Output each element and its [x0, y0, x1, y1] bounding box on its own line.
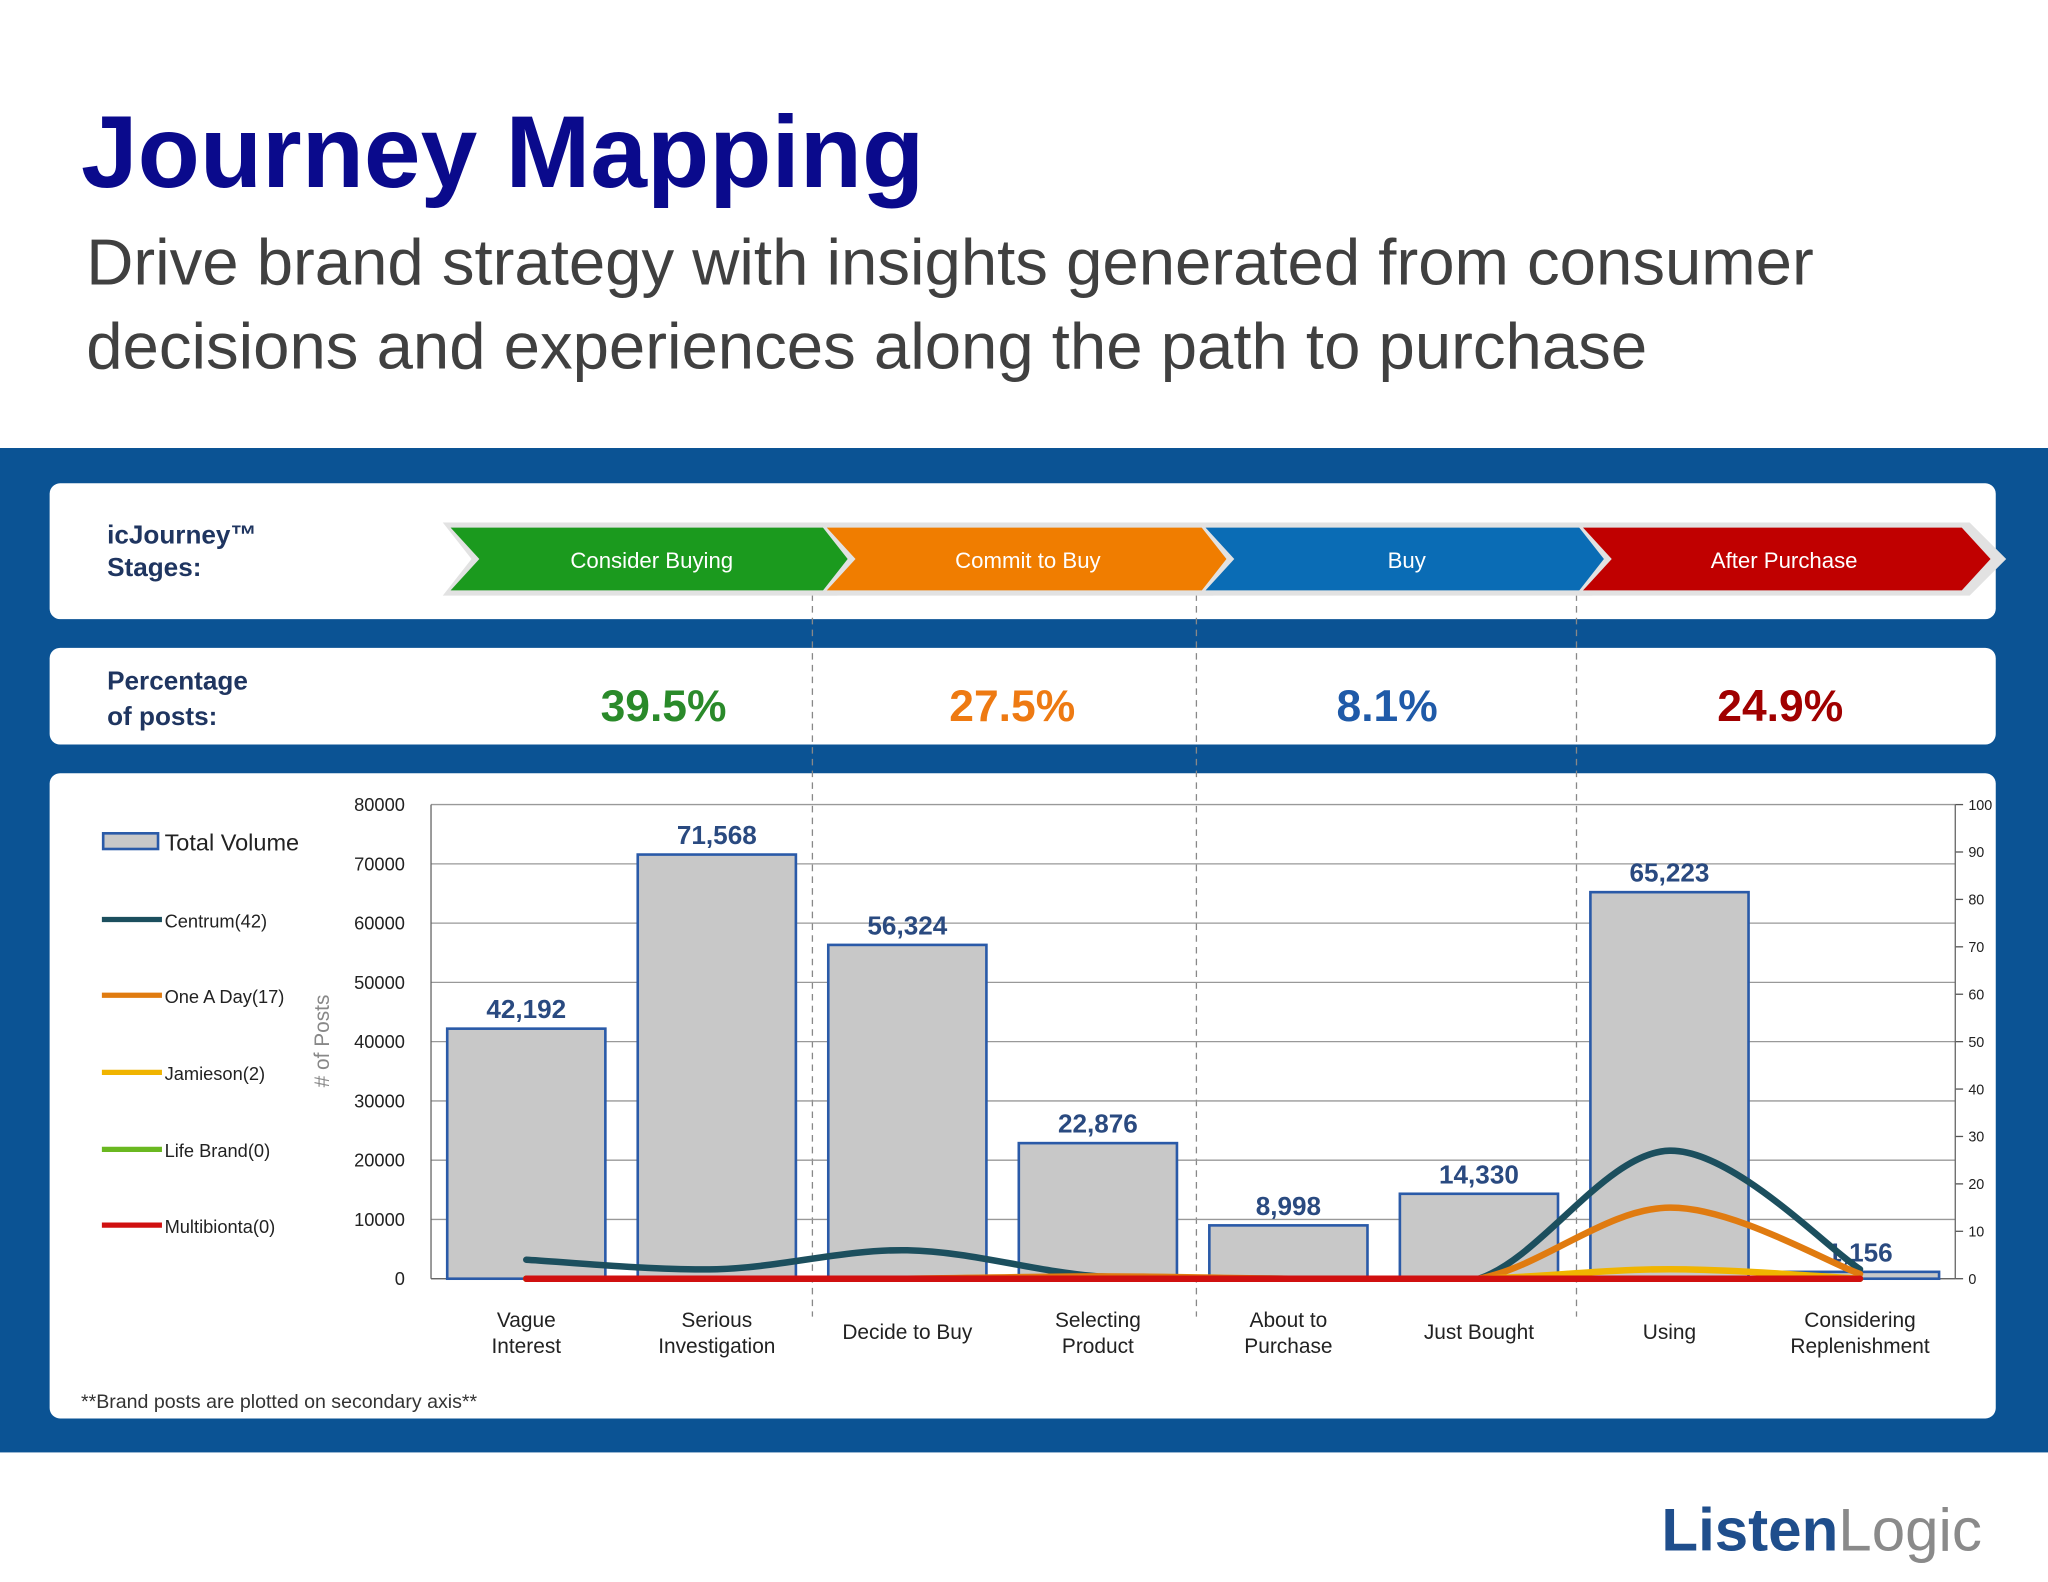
title: Journey Mapping [81, 95, 924, 209]
percent-panel [49, 647, 1996, 745]
x-tick-label: Selecting [1055, 1309, 1141, 1332]
x-tick-label: Purchase [1244, 1335, 1332, 1358]
y2-tick-label: 20 [1968, 1177, 1984, 1193]
logo: ListenLogic [1661, 1496, 1982, 1563]
bar-value-label: 8,998 [1256, 1191, 1321, 1221]
y-tick-label: 60000 [354, 913, 405, 934]
y-tick-label: 10000 [354, 1209, 405, 1230]
legend-label: Total Volume [165, 829, 300, 855]
bar [636, 853, 798, 1281]
y2-tick-label: 0 [1968, 1272, 1976, 1288]
bar-value-label: 42,192 [486, 994, 566, 1024]
legend-label: Centrum(42) [165, 910, 268, 931]
y-tick-label: 40000 [354, 1031, 405, 1052]
stage-label: After Purchase [1711, 548, 1858, 573]
legend-label: Life Brand(0) [165, 1140, 271, 1161]
y-tick-label: 80000 [354, 794, 405, 815]
y2-tick-label: 50 [1968, 1035, 1984, 1051]
x-tick-label: Investigation [658, 1335, 775, 1358]
x-tick-label: Interest [491, 1335, 561, 1358]
bar [1017, 1141, 1179, 1281]
y2-tick-label: 60 [1968, 987, 1984, 1003]
stage-label: Consider Buying [570, 548, 733, 573]
y-tick-label: 70000 [354, 853, 405, 874]
y2-tick-label: 80 [1968, 893, 1984, 909]
y-tick-label: 50000 [354, 972, 405, 993]
x-tick-label: About to [1250, 1309, 1328, 1332]
stage-percentage: 8.1% [1337, 682, 1438, 731]
y-tick-label: 20000 [354, 1150, 405, 1171]
bar [1398, 1192, 1560, 1281]
stages-heading: Stages: [107, 552, 201, 582]
footnote: **Brand posts are plotted on secondary a… [81, 1391, 478, 1413]
percent-heading: of posts: [107, 701, 217, 731]
y2-tick-label: 70 [1968, 940, 1984, 956]
x-tick-label: Product [1062, 1335, 1134, 1358]
x-tick-label: Replenishment [1790, 1335, 1929, 1358]
stage-label: Commit to Buy [955, 548, 1101, 573]
subtitle: Drive brand strategy with insights gener… [86, 226, 1814, 299]
stages-heading: icJourney™ [107, 519, 256, 549]
stage-percentage: 39.5% [601, 682, 727, 731]
y2-tick-label: 30 [1968, 1130, 1984, 1146]
stage-dividers [811, 594, 1578, 1317]
y2-tick-label: 10 [1968, 1225, 1984, 1241]
y2-tick-label: 40 [1968, 1082, 1984, 1098]
y-axis-title: # of Posts [311, 995, 334, 1088]
legend-swatch [101, 832, 160, 851]
x-tick-label: Considering [1804, 1309, 1915, 1332]
legend-label: Jamieson(2) [165, 1063, 265, 1084]
bar [445, 1027, 607, 1281]
y2-tick-label: 90 [1968, 845, 1984, 861]
bar [1208, 1224, 1369, 1281]
bar-value-label: 14,330 [1439, 1159, 1519, 1189]
x-tick-label: Serious [681, 1309, 752, 1332]
x-tick-label: Just Bought [1424, 1321, 1534, 1344]
logo-part: Logic [1838, 1496, 1982, 1563]
percent-heading: Percentage [107, 666, 248, 696]
stage-arrow [1205, 527, 1614, 591]
logo-part: Listen [1661, 1496, 1838, 1563]
stage-arrow [1583, 527, 1991, 591]
x-tick-label: Vague [497, 1309, 556, 1332]
stage-arrow [826, 527, 1235, 591]
bar-value-label: 71,568 [677, 820, 757, 850]
stage-arrow [450, 527, 859, 591]
bar [826, 943, 988, 1281]
bar-value-label: 22,876 [1058, 1109, 1138, 1139]
legend-label: Multibionta(0) [165, 1216, 276, 1237]
y-tick-label: 30000 [354, 1090, 405, 1111]
x-tick-label: Using [1643, 1321, 1696, 1344]
subtitle: decisions and experiences along the path… [86, 309, 1647, 382]
legend-label: One A Day(17) [165, 986, 285, 1007]
bar-value-label: 56,324 [867, 910, 947, 940]
stage-percentage: 24.9% [1717, 682, 1843, 731]
x-tick-label: Decide to Buy [842, 1321, 973, 1344]
y2-tick-label: 100 [1968, 798, 1992, 814]
bar-value-label: 65,223 [1630, 858, 1710, 888]
y-tick-label: 0 [395, 1268, 405, 1289]
stage-percentage: 27.5% [949, 682, 1075, 731]
stage-label: Buy [1388, 548, 1427, 573]
